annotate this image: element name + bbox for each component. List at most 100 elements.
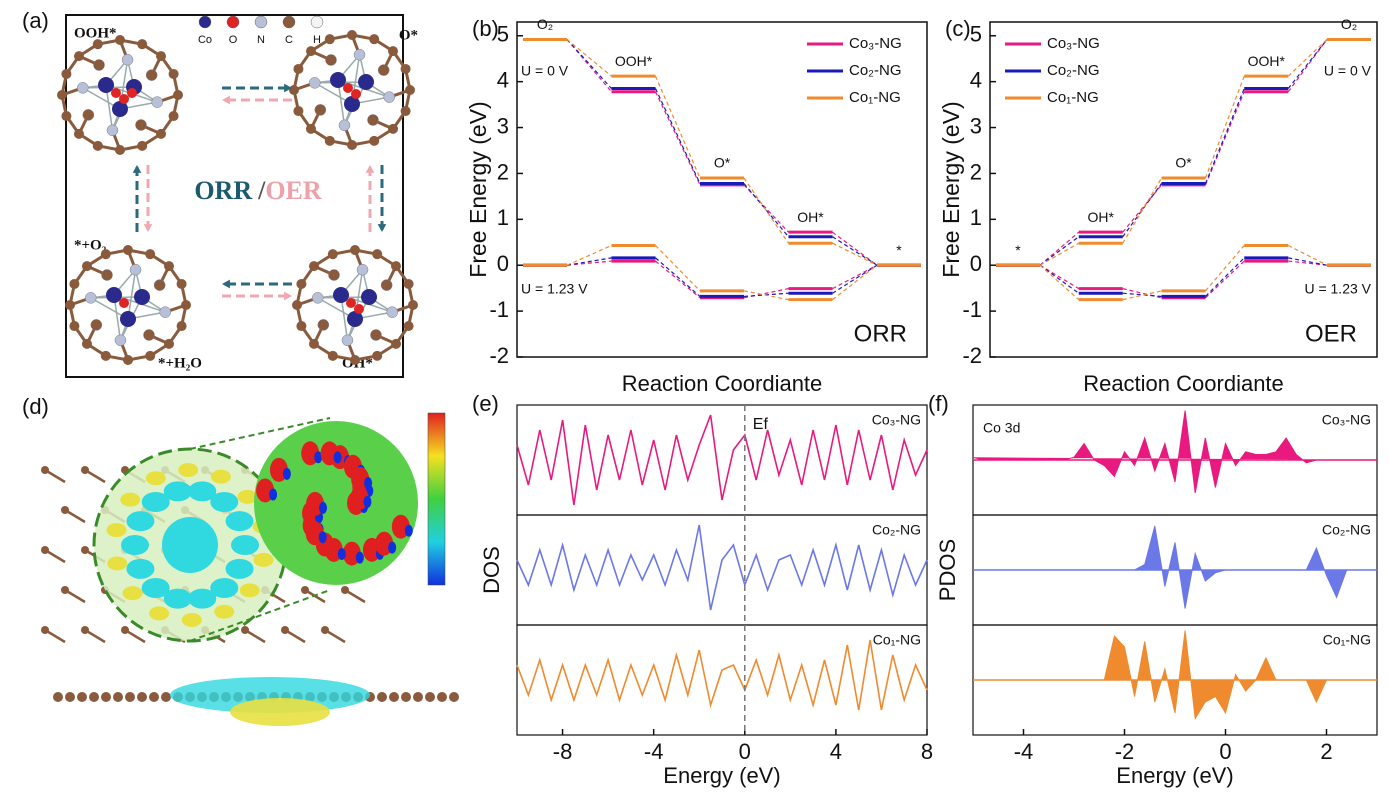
density-spot xyxy=(388,541,397,554)
carbon xyxy=(327,350,338,361)
cobalt xyxy=(134,289,150,305)
y-axis-label: Free Energy (eV) xyxy=(938,101,964,277)
density-yellow xyxy=(237,489,258,504)
carbon xyxy=(292,300,302,310)
x-axis-label: Reaction Coordiante xyxy=(1083,371,1284,396)
carbon xyxy=(181,300,191,310)
carbon xyxy=(324,34,335,45)
oxygen xyxy=(351,89,361,99)
x-tick-label: 8 xyxy=(921,739,933,764)
carbon xyxy=(400,63,411,74)
connector xyxy=(1039,264,1080,301)
carbon xyxy=(317,319,330,331)
oer-label: OER xyxy=(265,176,322,205)
arrow-head xyxy=(365,165,375,173)
y-tick-label: 3 xyxy=(970,113,982,138)
series-label: Co₁-NG xyxy=(1323,632,1371,648)
connector xyxy=(1204,88,1245,184)
bond xyxy=(344,588,366,604)
separator: / xyxy=(257,176,266,205)
carbon xyxy=(369,135,380,146)
atom-legend-label: N xyxy=(257,34,265,46)
density-yellow xyxy=(149,606,170,621)
oxygen xyxy=(119,94,129,104)
carbon xyxy=(135,119,147,131)
carbon xyxy=(403,321,414,332)
annotation: Co 3d xyxy=(983,420,1020,436)
carbon xyxy=(168,111,179,122)
x-tick-label: 0 xyxy=(739,739,751,764)
connector xyxy=(1205,257,1245,297)
nitrogen xyxy=(85,292,97,304)
density-spot xyxy=(404,524,413,537)
connector xyxy=(655,257,701,297)
connector xyxy=(566,38,612,77)
bond xyxy=(64,588,86,604)
carbon xyxy=(145,249,156,260)
nitrogen xyxy=(312,292,324,304)
density-spot xyxy=(364,477,373,490)
connector xyxy=(1122,288,1162,299)
y-tick-label: 3 xyxy=(497,113,509,138)
density-cyan xyxy=(225,558,254,579)
connector xyxy=(1287,39,1328,77)
legend-label: Co₁-NG xyxy=(1047,89,1099,106)
carbon xyxy=(413,692,423,702)
legend-label: Co₃-NG xyxy=(1047,35,1100,52)
carbon xyxy=(164,261,175,272)
atom-legend-label: O xyxy=(229,34,238,46)
state-label: O* xyxy=(714,155,731,171)
carbon xyxy=(389,692,399,702)
cobalt xyxy=(333,287,349,303)
carbon xyxy=(367,114,379,126)
density-cyan xyxy=(225,511,254,532)
x-tick-label: -4 xyxy=(1014,739,1034,764)
condition-label: U = 0 V xyxy=(1324,63,1372,79)
y-tick-label: 0 xyxy=(970,251,982,276)
carbon xyxy=(350,245,360,255)
carbon xyxy=(173,90,183,100)
orr-label: ORR xyxy=(194,176,252,205)
x-tick-label: 2 xyxy=(1320,739,1332,764)
carbon xyxy=(437,692,447,702)
connector xyxy=(1039,236,1080,266)
density-spot xyxy=(333,451,342,464)
carbon xyxy=(69,321,80,332)
density-yellow xyxy=(106,523,127,538)
y-tick-label: 5 xyxy=(497,22,509,47)
x-axis-label: Energy (eV) xyxy=(1116,763,1233,788)
reaction-title: ORR/OER xyxy=(194,176,322,205)
nitrogen xyxy=(338,119,351,132)
carbon xyxy=(296,278,307,289)
arrow-head xyxy=(222,95,230,105)
atom-legend-dot xyxy=(282,15,296,29)
oxygen xyxy=(119,298,129,308)
density-cyan xyxy=(141,491,170,512)
carbon xyxy=(391,261,402,272)
pdos-area xyxy=(973,525,1377,609)
connector xyxy=(1039,264,1080,294)
dos-line xyxy=(516,639,928,711)
carbon xyxy=(81,338,92,349)
connector xyxy=(1122,177,1163,244)
state-label: OOH* xyxy=(615,53,653,69)
atom-legend-label: Co xyxy=(198,34,212,46)
state-label: O₂ xyxy=(537,16,553,32)
state-label: * xyxy=(896,242,902,258)
molecule xyxy=(57,35,183,155)
y-tick-label: 4 xyxy=(970,67,982,92)
x-tick-label: -8 xyxy=(553,739,573,764)
nitrogen xyxy=(77,82,89,94)
density-core xyxy=(162,517,218,573)
density-cyan xyxy=(141,578,170,599)
carbon xyxy=(100,350,111,361)
carbon xyxy=(145,350,156,361)
state-label: *+H₂O xyxy=(158,355,202,371)
oxygen xyxy=(346,298,356,308)
state-label: OH* xyxy=(797,209,824,225)
oxygen xyxy=(111,88,121,98)
carbon xyxy=(53,692,63,702)
carbon xyxy=(82,109,95,121)
arrow-head xyxy=(284,83,292,93)
carbon xyxy=(137,140,148,151)
